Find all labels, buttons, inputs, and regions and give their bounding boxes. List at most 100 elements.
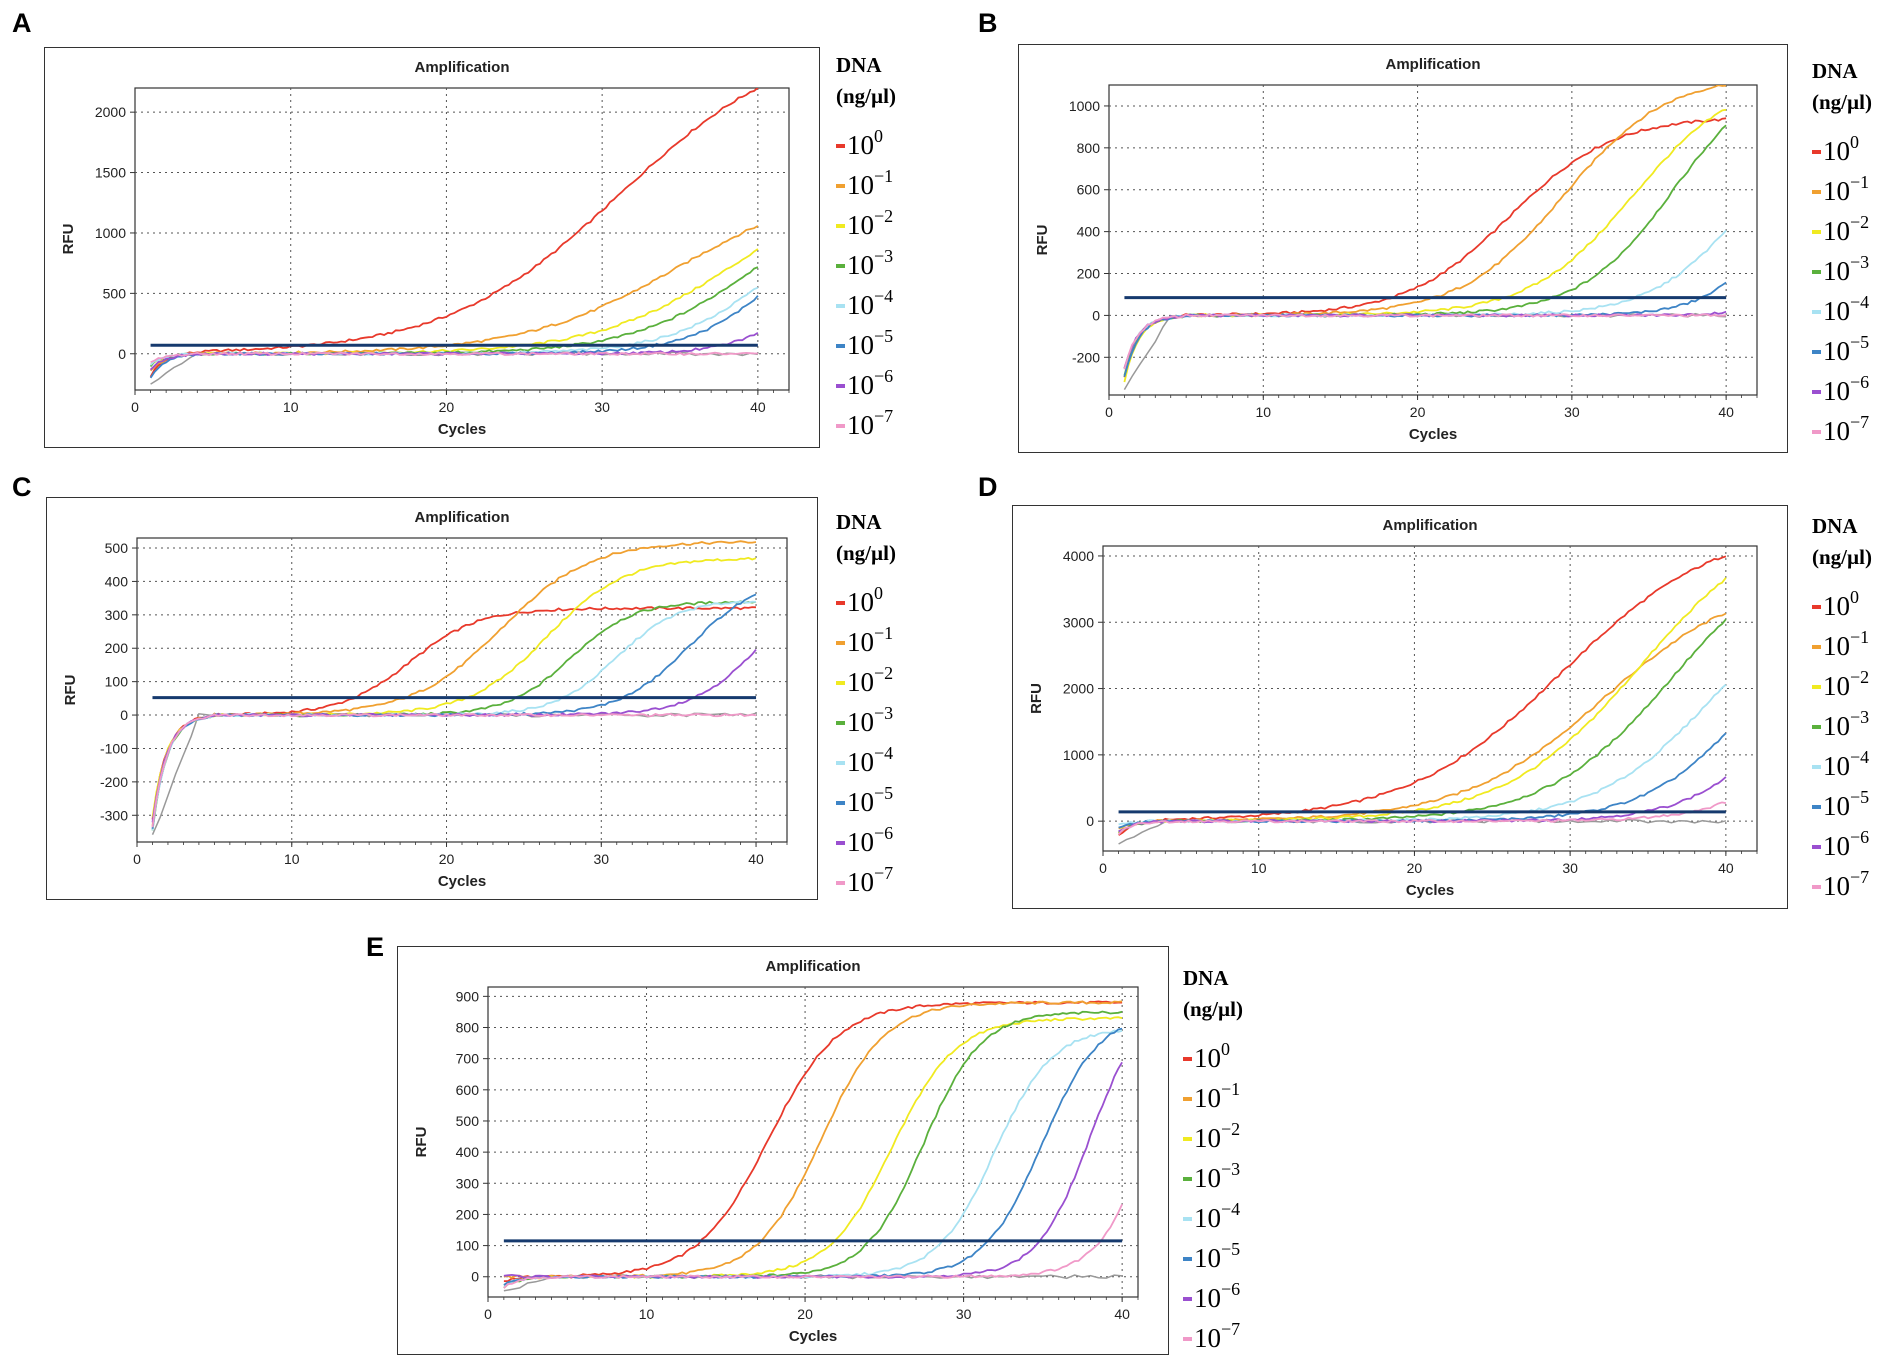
legend-base: 10 bbox=[847, 587, 874, 617]
legend-base: 10 bbox=[847, 250, 874, 280]
series-group bbox=[503, 1000, 1123, 1292]
legend-base: 10 bbox=[1194, 1083, 1221, 1113]
y-tick-label: 0 bbox=[1086, 813, 1094, 829]
legend-item: 10−3 bbox=[1183, 1151, 1243, 1193]
legend-base: 10 bbox=[1194, 1043, 1221, 1073]
x-axis-label: Cycles bbox=[438, 873, 486, 890]
legend-base: 10 bbox=[1823, 376, 1850, 406]
legend-swatch bbox=[1812, 149, 1821, 154]
chart-title: Amplification bbox=[414, 509, 509, 526]
legend-exponent: −1 bbox=[1221, 1079, 1241, 1099]
chart-svg: Amplification 0 10 20 30 40 0 1000 2000 3000 4000 C… bbox=[1028, 517, 1758, 899]
x-tick-label: 40 bbox=[1114, 1306, 1130, 1322]
legend-item: 10−7 bbox=[1183, 1311, 1243, 1353]
y-tick-label: 2000 bbox=[95, 104, 126, 120]
legend-base: 10 bbox=[1823, 416, 1850, 446]
legend-exponent: −5 bbox=[1850, 332, 1870, 352]
y-tick-label: 400 bbox=[1077, 224, 1101, 240]
x-tick-label: 40 bbox=[748, 851, 764, 867]
legend-swatch bbox=[836, 880, 845, 885]
legend-exponent: −3 bbox=[1850, 252, 1870, 272]
y-tick-label: 700 bbox=[456, 1051, 480, 1067]
chart-svg: Amplification 0 10 20 30 40 -300 -200 -100 0 100 20… bbox=[62, 509, 788, 890]
panel-label-a: A bbox=[12, 8, 32, 38]
legend-unit: (ng/µl) bbox=[1812, 90, 1872, 114]
legend-swatch bbox=[1183, 1296, 1192, 1301]
legend-exponent: −2 bbox=[1850, 667, 1870, 687]
panel-label-d: D bbox=[978, 472, 998, 502]
legend-exponent: −6 bbox=[1850, 827, 1870, 847]
legend-base: 10 bbox=[847, 787, 874, 817]
y-tick-label: 3000 bbox=[1063, 614, 1094, 630]
legend-swatch bbox=[836, 143, 845, 148]
x-tick-label: 40 bbox=[750, 399, 766, 415]
legend-item: 10−3 bbox=[836, 695, 896, 737]
legend-exponent: −3 bbox=[1221, 1159, 1241, 1179]
legend-base: 10 bbox=[1823, 176, 1850, 206]
legend-base: 10 bbox=[1194, 1283, 1221, 1313]
y-axis-label: RFU bbox=[1034, 225, 1051, 256]
legend-item: 10−7 bbox=[1812, 404, 1872, 446]
legend-swatch bbox=[1183, 1256, 1192, 1261]
plot-area bbox=[1108, 84, 1758, 396]
legend-swatch bbox=[836, 223, 845, 228]
legend-exponent: −4 bbox=[1850, 292, 1870, 312]
legend-item: 10−1 bbox=[1183, 1071, 1243, 1113]
legend-swatch bbox=[836, 303, 845, 308]
y-tick-label: 600 bbox=[1077, 182, 1101, 198]
x-tick-label: 0 bbox=[484, 1306, 492, 1322]
legend-base: 10 bbox=[847, 627, 874, 657]
legend-item: 10−5 bbox=[1812, 779, 1872, 821]
legend-swatch bbox=[1812, 684, 1821, 689]
x-tick-label: 20 bbox=[1410, 404, 1426, 420]
legend-item: 10−2 bbox=[836, 655, 896, 697]
legend-item: 10−2 bbox=[836, 198, 896, 240]
panel-label-e: E bbox=[366, 932, 385, 962]
legend-exponent: −6 bbox=[1221, 1279, 1241, 1299]
legend-item: 10−1 bbox=[836, 615, 896, 657]
legend-base: 10 bbox=[847, 667, 874, 697]
legend-exponent: −1 bbox=[874, 623, 894, 643]
legend-base: 10 bbox=[847, 747, 874, 777]
legend-swatch bbox=[836, 343, 845, 348]
legend-item: 10−1 bbox=[1812, 619, 1872, 661]
legend-base: 10 bbox=[1823, 591, 1850, 621]
y-tick-label: 100 bbox=[456, 1238, 480, 1254]
legend-swatch bbox=[1812, 884, 1821, 889]
x-tick-label: 40 bbox=[1718, 404, 1734, 420]
x-tick-label: 0 bbox=[133, 851, 141, 867]
legend-swatch bbox=[836, 720, 845, 725]
legend-item: 10−6 bbox=[836, 358, 896, 400]
panel-label-b: B bbox=[978, 8, 998, 38]
y-tick-label: 200 bbox=[456, 1206, 480, 1222]
legend-item: 10−7 bbox=[836, 855, 896, 897]
legend-swatch bbox=[1183, 1216, 1192, 1221]
legend-swatch bbox=[1183, 1056, 1192, 1061]
legend-base: 10 bbox=[1823, 791, 1850, 821]
legend-base: 10 bbox=[847, 707, 874, 737]
chart-svg: Amplification 0 10 20 30 40 -200 0 200 400 600 800 1… bbox=[1034, 56, 1758, 443]
x-tick-label: 10 bbox=[283, 399, 299, 415]
legend-item: 100 bbox=[836, 575, 896, 617]
legend-title: DNA bbox=[836, 510, 882, 534]
y-axis-label: RFU bbox=[62, 675, 79, 706]
legend-item: 10−6 bbox=[1183, 1271, 1243, 1313]
legend-swatch bbox=[1812, 804, 1821, 809]
y-tick-label: 800 bbox=[1077, 140, 1101, 156]
y-axis-label: RFU bbox=[60, 224, 77, 255]
legend-swatch bbox=[1183, 1336, 1192, 1341]
x-axis-label: Cycles bbox=[438, 421, 486, 438]
legend-swatch bbox=[836, 760, 845, 765]
legend-base: 10 bbox=[1823, 631, 1850, 661]
y-tick-label: 600 bbox=[456, 1082, 480, 1098]
legend-item: 10−6 bbox=[836, 815, 896, 857]
x-axis-label: Cycles bbox=[1409, 426, 1457, 443]
legend-swatch bbox=[836, 183, 845, 188]
series-line-10e-7 bbox=[150, 351, 758, 364]
y-tick-label: -100 bbox=[100, 740, 128, 756]
legend-exponent: −6 bbox=[874, 366, 894, 386]
x-tick-label: 20 bbox=[439, 399, 455, 415]
legend-item: 10−5 bbox=[836, 775, 896, 817]
legend-exponent: −2 bbox=[874, 206, 894, 226]
chart-title: Amplification bbox=[1382, 517, 1477, 534]
